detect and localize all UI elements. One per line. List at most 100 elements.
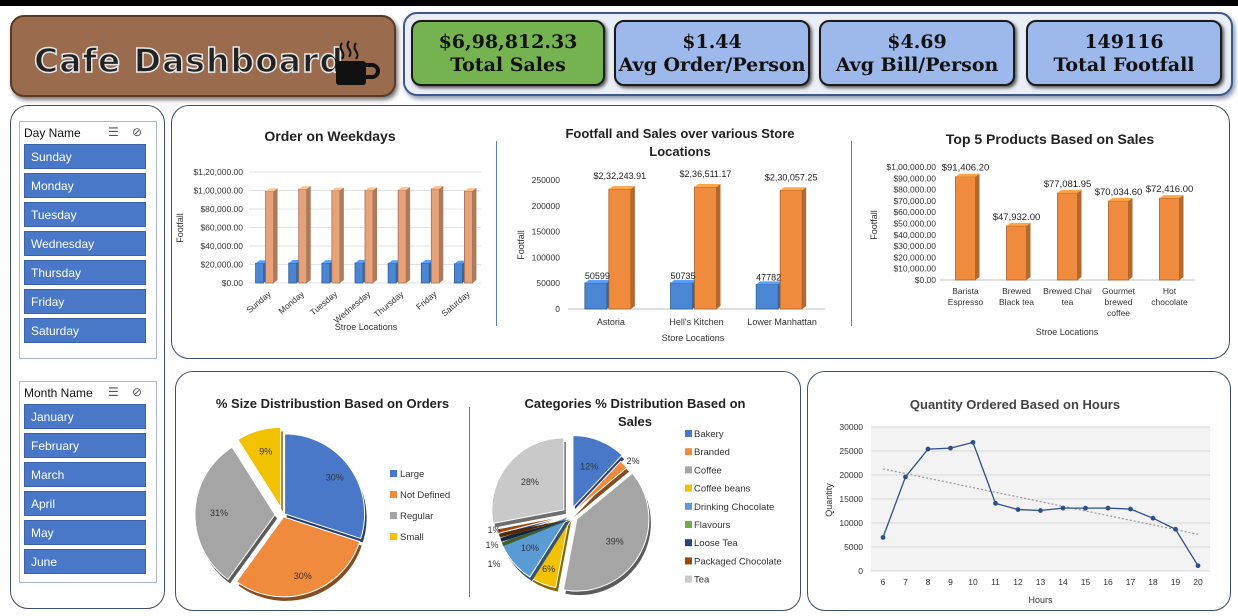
legend-swatch bbox=[685, 466, 692, 474]
legend-label: Bakery bbox=[694, 429, 724, 440]
x-tick-label: Thursday bbox=[372, 288, 406, 319]
legend-label: Tea bbox=[694, 575, 710, 586]
bar-product-sales bbox=[1159, 197, 1180, 281]
x-tick-label: 16 bbox=[1103, 577, 1113, 587]
pie-slice-drinking-chocolate bbox=[500, 515, 570, 578]
y-tick-label: 0 bbox=[555, 304, 560, 314]
pie-slice-shadow bbox=[573, 465, 629, 518]
coffee-cup-icon bbox=[336, 40, 380, 85]
clear-filter-icon[interactable]: ⊘ bbox=[132, 125, 143, 139]
y-tick-label: $1,00,000.00 bbox=[193, 186, 243, 196]
legend-swatch bbox=[685, 430, 692, 437]
slicer-panel: Day Name ☰ ⊘ Sunday Monday Tuesday Wednesda… bbox=[10, 105, 165, 609]
y-tick-label: $50,000.00 bbox=[893, 219, 936, 229]
slicer-item-february[interactable]: February bbox=[24, 433, 146, 458]
x-tick-label: 14 bbox=[1058, 577, 1068, 587]
slicer-item-june[interactable]: June bbox=[24, 549, 146, 574]
slicer-item-sunday[interactable]: Sunday bbox=[24, 144, 146, 169]
dashboard-title: Cafe Dashboard bbox=[33, 40, 344, 81]
y-tick-label: $10,000.00 bbox=[893, 264, 936, 274]
y-tick-label: 5000 bbox=[844, 542, 863, 552]
pie-slice-tea bbox=[491, 437, 565, 524]
slicer-item-january[interactable]: January bbox=[24, 404, 146, 429]
clear-filter-icon[interactable]: ⊘ bbox=[132, 385, 143, 399]
slicer-item-saturday[interactable]: Saturday bbox=[24, 318, 146, 343]
bar-product-sales-side bbox=[975, 173, 980, 280]
data-label: $91,406.20 bbox=[942, 163, 990, 174]
bar-sales bbox=[464, 190, 473, 284]
category-pie-chart: 12% 2% 39% 6% 10% 28% Bakery Branded Coffee Coffe… bbox=[485, 429, 782, 596]
data-point bbox=[925, 446, 931, 452]
month-slicer: Month Name ☰ ⊘ January February March April… bbox=[19, 381, 157, 583]
slicer-item-wednesday[interactable]: Wednesday bbox=[24, 231, 146, 256]
bar-sales-top bbox=[431, 185, 444, 189]
x-tick-label: Gourmet bbox=[1102, 286, 1136, 296]
pie-data-label: 12% bbox=[580, 462, 598, 472]
y-tick-label: $40,000.00 bbox=[200, 241, 243, 251]
y-tick-label: 250000 bbox=[532, 175, 561, 185]
data-point bbox=[1128, 506, 1133, 512]
pie-data-label: 1% bbox=[487, 559, 500, 569]
x-tick-label: Espresso bbox=[948, 297, 984, 307]
multi-select-icon[interactable]: ☰ bbox=[108, 125, 119, 139]
bar-product-sales-side bbox=[1179, 195, 1184, 280]
y-tick-label: 25000 bbox=[839, 446, 863, 456]
bar-sales-top bbox=[398, 186, 411, 190]
y-tick-label: $70,000.00 bbox=[893, 196, 936, 206]
title-card: Cafe Dashboard bbox=[10, 15, 396, 97]
pie-slice-large bbox=[284, 433, 366, 540]
hours-line-chart: 0 5000 10000 15000 20000 25000 30000 6 7 8 9 10 11 12… bbox=[824, 422, 1210, 605]
x-tick-label: 19 bbox=[1171, 577, 1181, 587]
legend-label: Flavours bbox=[694, 520, 731, 531]
y-tick-label: 15000 bbox=[839, 494, 863, 504]
legend-swatch bbox=[390, 470, 397, 477]
slicer-item-may[interactable]: May bbox=[24, 520, 146, 545]
kpi-bar: $6,98,812.33 Total Sales $1.44 Avg Order… bbox=[403, 12, 1233, 96]
x-axis-label: Stroe Locations bbox=[1036, 327, 1099, 337]
slicer-item-friday[interactable]: Friday bbox=[24, 289, 146, 314]
x-tick-label: 6 bbox=[881, 577, 886, 587]
legend-swatch bbox=[685, 484, 692, 492]
pie-slice-shadow bbox=[501, 519, 571, 547]
bar-product-sales bbox=[1057, 192, 1078, 281]
slicer-item-tuesday[interactable]: Tuesday bbox=[24, 202, 146, 227]
bar-sales-side bbox=[306, 186, 311, 283]
x-tick-label: Astoria bbox=[597, 317, 625, 327]
legend-swatch bbox=[390, 512, 397, 519]
bar-product-sales-side bbox=[1128, 197, 1133, 280]
kpi-label: Total Footfall bbox=[1053, 54, 1195, 76]
bar-sales bbox=[265, 191, 274, 284]
x-tick-label: 18 bbox=[1148, 577, 1158, 587]
pie-data-label: 6% bbox=[542, 564, 555, 574]
kpi-total-sales: $6,98,812.33 Total Sales bbox=[411, 20, 605, 86]
slicer-item-monday[interactable]: Monday bbox=[24, 173, 146, 198]
legend-label: Coffee bbox=[694, 465, 722, 476]
x-tick-label: Tuesday bbox=[308, 288, 340, 317]
kpi-value: 149116 bbox=[1084, 31, 1164, 53]
kpi-avg-bill: $4.69 Avg Bill/Person bbox=[819, 20, 1015, 86]
legend-label: Small bbox=[400, 532, 424, 543]
slicer-item-april[interactable]: April bbox=[24, 491, 146, 516]
data-point bbox=[1105, 505, 1111, 511]
y-tick-label: 10000 bbox=[839, 518, 863, 528]
bar-sales-top bbox=[365, 187, 377, 191]
y-tick-label: $40,000.00 bbox=[893, 230, 936, 240]
y-tick-label: 20000 bbox=[839, 470, 863, 480]
kpi-value: $1.44 bbox=[682, 31, 742, 53]
kpi-avg-order: $1.44 Avg Order/Person bbox=[614, 20, 810, 86]
x-tick-label: 11 bbox=[991, 577, 1000, 587]
data-point bbox=[1173, 526, 1178, 532]
pie-data-label: 1% bbox=[485, 540, 498, 550]
bar-product-sales-top bbox=[1057, 189, 1082, 193]
x-tick-label: 7 bbox=[903, 577, 908, 587]
multi-select-icon[interactable]: ☰ bbox=[108, 385, 119, 399]
data-point bbox=[1038, 508, 1043, 513]
slicer-item-thursday[interactable]: Thursday bbox=[24, 260, 146, 285]
slicer-item-march[interactable]: March bbox=[24, 462, 146, 487]
legend-label: Loose Tea bbox=[694, 538, 738, 549]
chart-title-store: Footfall and Sales over various Store Lo… bbox=[565, 126, 795, 159]
pie-data-label: 30% bbox=[294, 571, 312, 581]
bar-footfall bbox=[755, 283, 779, 310]
x-tick-label: Brewed Chai bbox=[1043, 286, 1092, 296]
x-tick-label: Monday bbox=[276, 288, 306, 316]
